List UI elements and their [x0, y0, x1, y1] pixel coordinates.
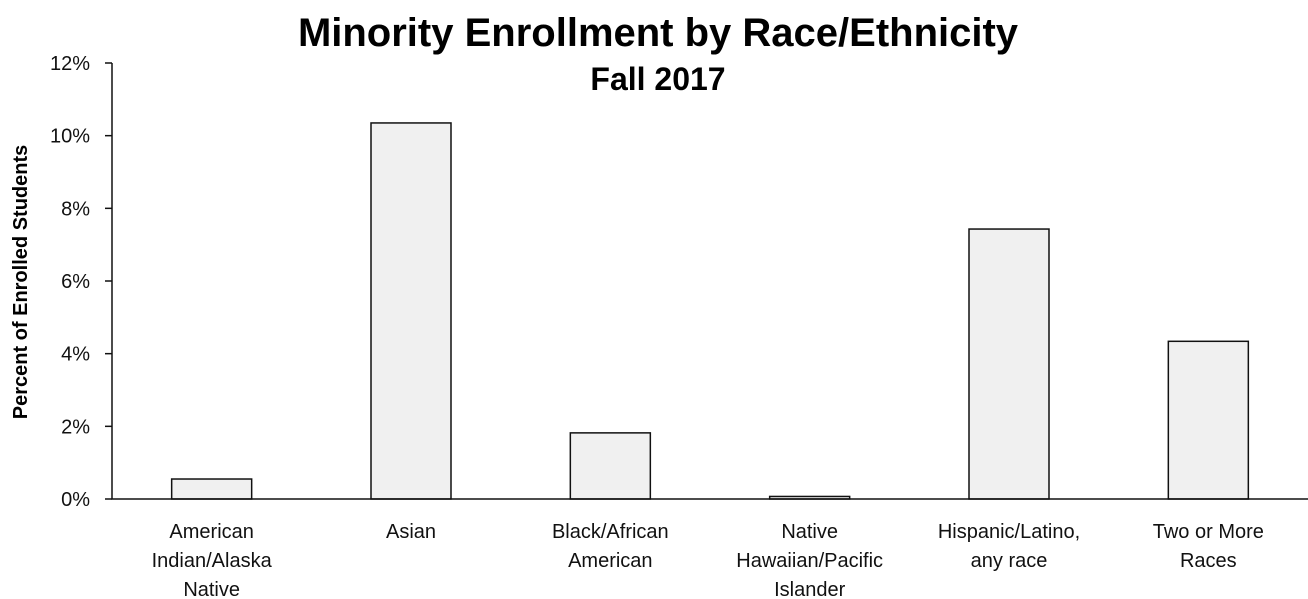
category-label: Native Hawaiian/Pacific Islander — [736, 521, 883, 599]
category-label: American Indian/Alaska Native — [152, 521, 273, 599]
y-axis-label: Percent of Enrolled Students — [10, 145, 32, 419]
y-axis-ticks: 0% 2% 4% 6% 8% 10% 12% — [50, 53, 112, 511]
category-label: Asian — [386, 521, 436, 543]
category-label: Hispanic/Latino, any race — [938, 521, 1080, 572]
y-tick-label: 0% — [61, 489, 90, 511]
bar — [968, 228, 1050, 500]
bar — [370, 122, 452, 500]
category-labels: American Indian/Alaska Native Asian Black/Af… — [152, 521, 1264, 599]
y-tick-label: 10% — [50, 126, 90, 148]
y-tick-label: 2% — [61, 416, 90, 438]
bar — [170, 478, 253, 500]
chart-title: Minority Enrollment by Race/Ethnicity — [298, 11, 1019, 55]
bars — [170, 122, 1250, 500]
chart-subtitle: Fall 2017 — [590, 61, 725, 97]
y-tick-label: 6% — [61, 271, 90, 293]
axes — [111, 63, 1308, 500]
y-tick-label: 8% — [61, 198, 90, 220]
bar — [569, 432, 652, 500]
bar — [1167, 340, 1250, 500]
category-label: Two or More Races — [1153, 521, 1264, 572]
y-tick-label: 12% — [50, 53, 90, 75]
y-tick-label: 4% — [61, 344, 90, 366]
category-label: Black/African American — [552, 521, 669, 572]
